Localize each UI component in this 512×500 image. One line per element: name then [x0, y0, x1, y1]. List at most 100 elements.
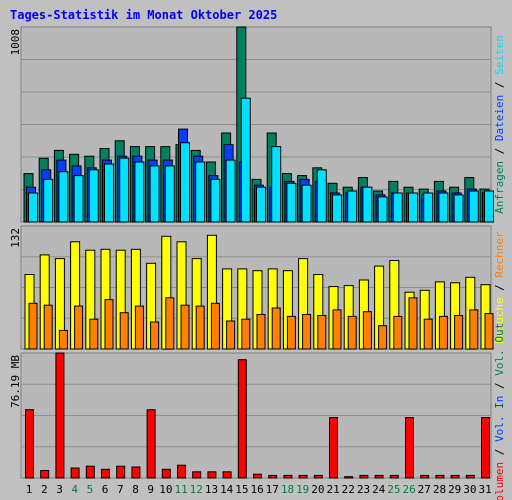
x-tick-label-day-17: 17: [266, 483, 279, 496]
x-tick-label-day-14: 14: [220, 483, 234, 496]
series-label-top: Anfragen / Dateien / Seiten: [493, 35, 506, 214]
bar-volumen-day-20: [313, 474, 323, 479]
bar-rechner-day-24: [378, 325, 388, 350]
series-label-part: /: [493, 442, 506, 462]
bar-rechner-day-2: [43, 304, 53, 350]
series-label-part: /: [493, 278, 506, 298]
bar-rechner-day-21: [332, 309, 342, 350]
x-tick-label-day-23: 23: [357, 483, 370, 496]
x-tick-label-day-20: 20: [311, 483, 324, 496]
bar-volumen-day-3: [55, 352, 65, 479]
series-label-part: Dateien: [493, 95, 506, 141]
bar-rechner-day-4: [74, 305, 84, 350]
x-tick-label-day-6: 6: [102, 483, 109, 496]
bar-seiten-day-29: [453, 194, 464, 223]
y-tick-label-top: 1008: [9, 29, 22, 56]
bar-volumen-day-21: [329, 417, 338, 479]
bar-seiten-day-1: [28, 192, 38, 223]
x-tick-label-day-24: 24: [372, 483, 386, 496]
y-tick-label-bottom: 76.19 MB: [9, 355, 22, 408]
series-label-middle: Besuche / Rechner: [493, 231, 506, 344]
x-tick-label-day-16: 16: [250, 483, 263, 496]
bar-volumen-day-5: [85, 465, 95, 479]
bar-seiten-day-6: [104, 163, 114, 223]
bar-seiten-day-22: [347, 190, 358, 223]
bar-rechner-day-23: [362, 311, 372, 350]
bar-rechner-day-1: [28, 302, 38, 350]
bar-seiten-day-12: [195, 161, 206, 223]
x-tick-label-day-30: 30: [463, 483, 476, 496]
x-tick-label-day-3: 3: [56, 483, 63, 496]
x-tick-label-day-11: 11: [174, 483, 187, 496]
bar-rechner-day-29: [454, 315, 464, 350]
bar-seiten-day-30: [468, 190, 479, 223]
bar-volumen-day-26: [405, 417, 414, 479]
bar-volumen-day-30: [465, 474, 475, 479]
bar-seiten-day-21: [332, 194, 342, 223]
bar-rechner-day-22: [347, 315, 357, 350]
bar-volumen-day-17: [268, 474, 278, 479]
bar-volumen-day-19: [298, 474, 308, 479]
bar-seiten-day-25: [392, 192, 403, 223]
bar-volumen-day-16: [253, 473, 262, 479]
bar-volumen-day-11: [177, 464, 186, 479]
bar-rechner-day-9: [150, 321, 160, 350]
x-tick-label-day-27: 27: [418, 483, 431, 496]
x-tick-label-day-31: 31: [478, 483, 491, 496]
series-label-part: /: [493, 141, 506, 161]
bar-rechner-day-27: [423, 318, 433, 350]
x-tick-label-day-1: 1: [26, 483, 33, 496]
series-label-bottom: Volumen / Vol. In / Vol. Out: [493, 323, 506, 500]
bar-rechner-day-30: [469, 309, 479, 350]
series-label-part: /: [493, 376, 506, 396]
bar-seiten-day-8: [134, 161, 145, 223]
bar-seiten-day-19: [301, 184, 312, 223]
x-tick-label-day-2: 2: [41, 483, 48, 496]
bar-volumen-day-24: [374, 474, 384, 479]
bar-volumen-day-6: [101, 468, 110, 479]
x-tick-label-day-19: 19: [296, 483, 309, 496]
bar-seiten-day-20: [316, 169, 327, 223]
bar-seiten-day-16: [256, 186, 266, 223]
x-tick-label-day-28: 28: [433, 483, 446, 496]
bar-seiten-day-9: [149, 165, 160, 223]
bar-volumen-day-7: [116, 465, 126, 479]
series-label-part: /: [493, 75, 506, 95]
bar-rechner-day-31: [484, 313, 494, 350]
bar-seiten-day-3: [58, 171, 69, 223]
x-tick-label-day-10: 10: [159, 483, 172, 496]
bar-volumen-day-13: [207, 471, 217, 479]
bar-rechner-day-15: [241, 318, 251, 350]
series-label-part: Vol. In: [493, 396, 506, 442]
series-label-part: Rechner: [493, 231, 506, 278]
bar-volumen-day-15: [237, 359, 247, 479]
bar-rechner-day-26: [408, 297, 418, 350]
bar-volumen-day-18: [283, 474, 293, 479]
x-tick-label-day-7: 7: [117, 483, 124, 496]
x-tick-label-day-21: 21: [326, 483, 339, 496]
bar-rechner-day-14: [226, 320, 236, 350]
bar-volumen-day-22: [344, 476, 354, 479]
bar-rechner-day-12: [195, 305, 205, 350]
bar-volumen-day-23: [359, 474, 369, 479]
bar-volumen-day-12: [192, 471, 202, 479]
bar-rechner-day-18: [286, 315, 296, 350]
bar-seiten-day-4: [73, 175, 84, 223]
bar-seiten-day-2: [43, 178, 54, 223]
bar-rechner-day-3: [58, 329, 68, 350]
bar-seiten-day-10: [164, 165, 175, 223]
bar-rechner-day-11: [180, 304, 190, 350]
series-label-part: Vol. Out: [493, 323, 506, 376]
bar-rechner-day-8: [134, 305, 144, 350]
bar-rechner-day-10: [165, 297, 175, 350]
y-tick-label-middle: 132: [9, 228, 22, 248]
bar-seiten-day-28: [438, 192, 449, 223]
x-tick-label-day-8: 8: [132, 483, 139, 496]
bar-seiten-day-11: [180, 142, 190, 223]
x-tick-label-day-4: 4: [71, 483, 78, 496]
bar-seiten-day-23: [362, 186, 373, 223]
x-tick-label-day-18: 18: [281, 483, 294, 496]
series-label-part: Anfragen: [493, 161, 506, 214]
